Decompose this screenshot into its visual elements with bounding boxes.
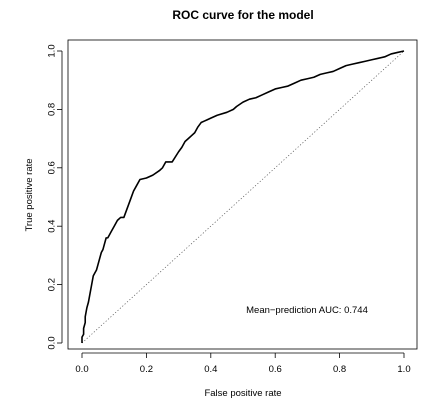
y-tick-label: 0.8 [47,103,58,116]
x-tick-label: 0.6 [269,364,282,375]
auc-annotation: Mean−prediction AUC: 0.744 [246,305,368,316]
reference-diagonal [81,50,405,344]
x-axis: 0.0 0.2 0.4 0.6 0.8 1.0 [75,352,411,375]
plot-frame [67,39,418,350]
y-axis-label: True positive rate [24,158,35,231]
x-tick-label: 1.0 [397,364,410,375]
y-axis: 0.0 0.2 0.4 0.6 0.8 1.0 [47,44,63,350]
y-tick-label: 0.4 [47,220,58,233]
x-tick-label: 0.0 [75,364,88,375]
x-tick-label: 0.2 [140,364,153,375]
x-tick-label: 0.4 [204,364,217,375]
roc-curve-line [81,50,405,343]
y-tick-label: 0.0 [47,336,58,349]
y-tick-label: 1.0 [47,44,58,57]
x-tick-label: 0.8 [333,364,346,375]
chart-title: ROC curve for the model [172,8,313,22]
y-tick-label: 0.2 [47,278,58,291]
y-tick-label: 0.6 [47,161,58,174]
x-axis-label: False positive rate [204,388,281,399]
